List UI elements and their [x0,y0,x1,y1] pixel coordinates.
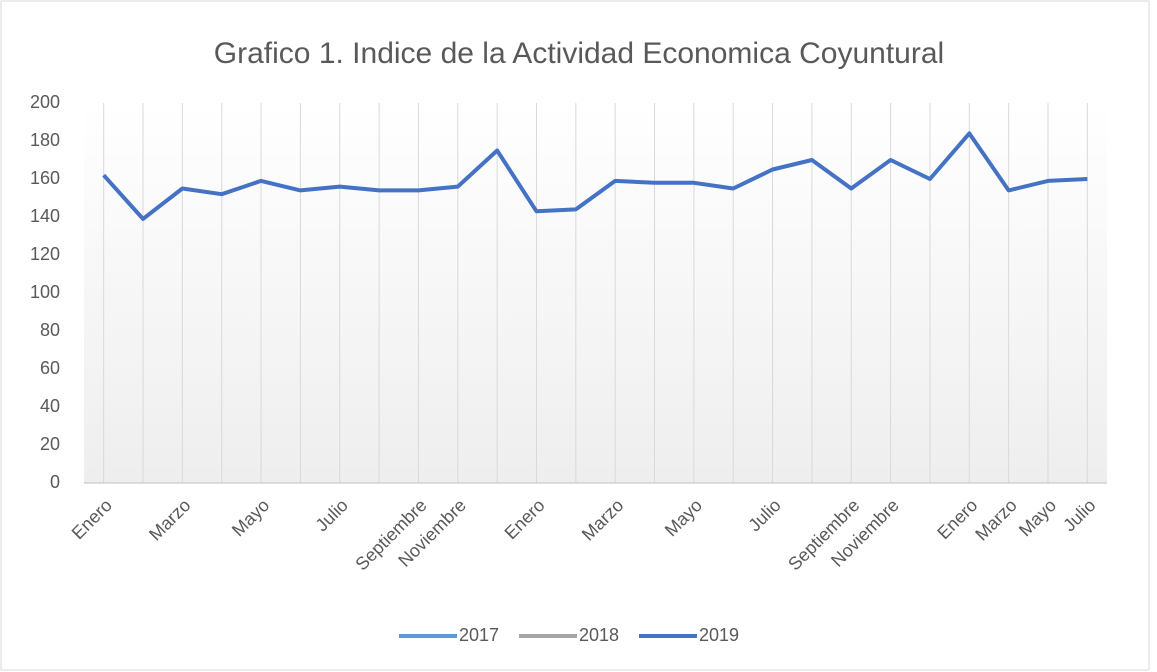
legend-label: 2017 [459,625,499,645]
data-line [102,131,1088,221]
y-tick-label: 140 [30,206,60,226]
y-tick-label: 60 [40,358,60,378]
y-tick-label: 80 [40,320,60,340]
y-tick-label: 160 [30,168,60,188]
legend-label: 2018 [579,625,619,645]
chart-title: Grafico 1. Indice de la Actividad Econom… [214,37,944,70]
y-tick-label: 120 [30,244,60,264]
y-tick-label: 180 [30,130,60,150]
y-tick-label: 40 [40,396,60,416]
legend-label: 2019 [699,625,739,645]
y-tick-label: 20 [40,434,60,454]
y-tick-label: 100 [30,282,60,302]
plot-area [84,103,1107,483]
y-tick-label: 200 [30,92,60,112]
y-tick-label: 0 [50,472,60,492]
